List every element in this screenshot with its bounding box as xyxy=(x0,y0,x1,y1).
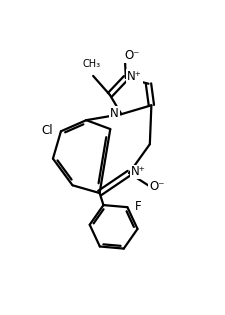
Text: O⁻: O⁻ xyxy=(149,180,165,193)
Text: F: F xyxy=(135,200,141,213)
Text: O⁻: O⁻ xyxy=(124,49,140,62)
Text: CH₃: CH₃ xyxy=(83,59,101,69)
Text: N⁺: N⁺ xyxy=(131,165,146,178)
Text: N: N xyxy=(110,107,119,120)
Text: N⁺: N⁺ xyxy=(127,70,142,83)
Text: Cl: Cl xyxy=(42,124,53,137)
